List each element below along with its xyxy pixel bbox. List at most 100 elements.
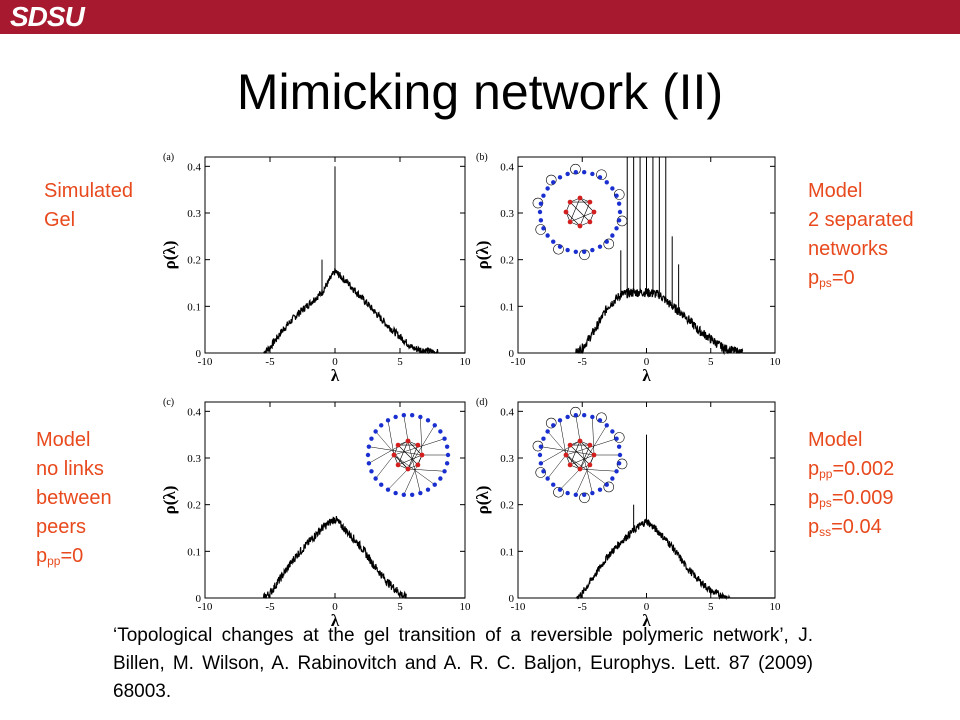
- y-tick-label: 0.2: [187, 255, 201, 267]
- network-node-blue: [393, 490, 398, 496]
- network-node-red: [391, 452, 397, 458]
- plot-frame: [204, 401, 466, 599]
- network-node-red: [395, 462, 401, 468]
- network-node-blue: [616, 461, 622, 466]
- network-node-blue: [616, 201, 622, 206]
- network-edge: [547, 431, 581, 470]
- network-node-blue: [444, 444, 450, 449]
- annotation-d-param: ppp=0.002: [808, 458, 895, 481]
- network-node-blue: [551, 423, 556, 428]
- network-node-blue: [373, 429, 378, 434]
- x-tick-label: -10: [511, 356, 526, 368]
- network-node-blue: [425, 418, 431, 423]
- network-node-blue: [538, 461, 544, 466]
- x-tick-label: -10: [198, 601, 213, 613]
- network-edge: [575, 454, 595, 495]
- network-node-blue: [610, 186, 615, 191]
- network-node-blue: [418, 490, 423, 496]
- panel-label: (a): [163, 152, 174, 163]
- network-node-blue: [379, 423, 384, 428]
- x-tick-label: -10: [198, 356, 213, 368]
- x-tick-label: -10: [511, 601, 526, 613]
- annotation-c: Model no links between peers ppp=0: [36, 426, 112, 571]
- network-edge: [393, 454, 435, 485]
- network-node-blue: [616, 444, 622, 449]
- network-node-blue: [614, 193, 619, 198]
- network-node-blue: [614, 436, 619, 441]
- network-node-blue: [604, 482, 609, 487]
- network-node-blue: [369, 436, 374, 441]
- network-edge: [375, 431, 409, 470]
- network-node-blue: [541, 226, 546, 231]
- network-edge: [559, 420, 567, 456]
- x-tick-label: 5: [708, 356, 714, 368]
- x-axis-label: λ: [642, 366, 651, 385]
- network-node-red: [587, 462, 593, 468]
- annotation-c-line: no links: [36, 458, 104, 480]
- network-node-blue: [366, 461, 372, 466]
- network-node-blue: [401, 492, 407, 497]
- network-loop: [603, 481, 615, 493]
- annotation-c-line: Model: [36, 429, 91, 451]
- network-node-red: [577, 223, 583, 229]
- network-node-red: [577, 195, 583, 201]
- y-tick-label: 0.4: [187, 406, 201, 418]
- network-edge: [368, 446, 423, 456]
- annotation-a-line: Simulated: [44, 180, 133, 202]
- network-node-blue: [581, 249, 587, 254]
- network-loop: [535, 224, 547, 235]
- x-tick-label: 0: [644, 601, 650, 613]
- y-tick-label: 0: [196, 348, 202, 360]
- y-tick-label: 0.4: [187, 161, 201, 173]
- sdsu-logo: SDSU: [10, 1, 85, 32]
- network-node-blue: [369, 469, 374, 474]
- network-node-blue: [590, 490, 595, 496]
- chart-panel-1: -10 -5 0 5 10 0 0.1 0.2 0.3 0.4 λ ρ(λ) (a): [160, 152, 471, 385]
- network-inset: [365, 413, 451, 497]
- y-tick-label: 0.4: [500, 161, 514, 173]
- network-node-blue: [438, 476, 443, 481]
- x-tick-label: 5: [708, 601, 714, 613]
- network-node-blue: [409, 413, 415, 418]
- network-loop: [603, 238, 615, 250]
- network-node-blue: [537, 209, 543, 215]
- annotation-b: Model 2 separated networks pps=0: [808, 177, 914, 293]
- chart-panel-3: -10 -5 0 5 10 0 0.1 0.2 0.3 0.4 λ ρ(λ) (c): [160, 397, 471, 630]
- y-tick-label: 0.1: [187, 301, 201, 313]
- network-node-red: [563, 452, 569, 458]
- network-loop: [596, 169, 607, 181]
- network-node-blue: [590, 414, 595, 420]
- network-edge: [420, 416, 423, 456]
- x-axis-label: λ: [331, 611, 340, 630]
- network-node-blue: [565, 414, 570, 420]
- annotation-d-param: pps=0.009: [808, 487, 894, 510]
- network-loop: [553, 243, 564, 255]
- y-tick-label: 0: [196, 593, 202, 605]
- y-tick-label: 0: [509, 593, 515, 605]
- network-node-blue: [541, 469, 546, 474]
- network-node-red: [395, 442, 401, 448]
- network-loop: [596, 412, 607, 424]
- network-node-blue: [409, 492, 415, 497]
- network-node-blue: [538, 201, 544, 206]
- network-loop: [613, 189, 625, 200]
- network-node-blue: [545, 476, 550, 481]
- network-node-blue: [573, 170, 579, 175]
- network-node-blue: [597, 487, 603, 492]
- annotation-c-line: peers: [36, 516, 87, 538]
- annotation-d-param: pss=0.04: [808, 516, 882, 539]
- network-node-blue: [604, 239, 609, 244]
- network-node-blue: [597, 418, 603, 423]
- panel-label: (c): [163, 397, 174, 408]
- network-edge: [368, 440, 409, 464]
- network-edge: [579, 201, 591, 227]
- network-node-blue: [551, 239, 556, 244]
- network-node-blue: [418, 414, 423, 420]
- network-loop: [535, 467, 547, 478]
- network-node-red: [405, 466, 411, 472]
- network-node-red: [563, 209, 569, 215]
- panel-label: (b): [476, 152, 488, 163]
- x-tick-label: -5: [265, 601, 275, 613]
- network-node-blue: [617, 209, 623, 215]
